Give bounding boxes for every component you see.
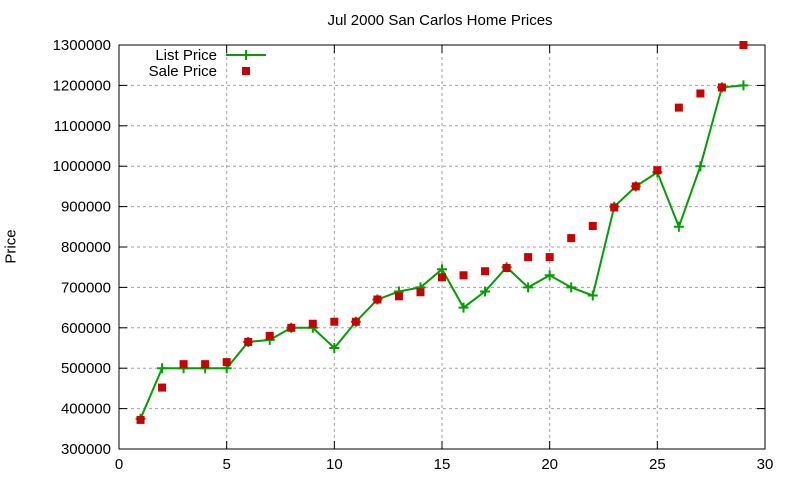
sale-price-point	[416, 288, 425, 297]
x-tick-label: 30	[757, 456, 774, 473]
sale-price-point	[739, 41, 748, 49]
list-price-point	[566, 282, 577, 293]
sale-price-point	[674, 103, 683, 112]
list-price-point	[544, 270, 555, 281]
sale-price-point	[653, 166, 662, 175]
x-tick-label: 20	[541, 456, 558, 473]
sale-price-point	[610, 203, 619, 212]
x-tick-label: 10	[326, 456, 343, 473]
list-price-point	[523, 282, 534, 293]
list-price-point	[738, 80, 749, 91]
y-tick-label: 900000	[61, 199, 111, 216]
sale-price-point	[481, 267, 490, 276]
sale-price-point	[222, 358, 231, 367]
legend-list-marker	[241, 50, 251, 60]
y-tick-label: 1300000	[53, 37, 111, 54]
sale-price-point	[438, 273, 446, 282]
sale-price-point	[201, 360, 210, 369]
sale-price-point	[308, 319, 317, 328]
y-tick-label: 300000	[61, 441, 111, 458]
sale-price-point	[394, 292, 403, 301]
legend-sale-marker	[242, 67, 250, 75]
list-price-point	[458, 302, 469, 313]
list-price-point	[157, 363, 168, 374]
y-tick-label: 400000	[61, 401, 111, 418]
x-tick-label: 15	[434, 456, 451, 473]
legend-label: List Price	[155, 47, 217, 64]
sale-price-point	[179, 360, 188, 369]
y-tick-label: 1100000	[54, 118, 111, 135]
list-price-point	[437, 264, 447, 275]
y-tick-label: 700000	[61, 279, 111, 296]
list-price-point	[587, 290, 598, 301]
sale-price-point	[136, 415, 145, 424]
y-tick-label: 1000000	[53, 158, 111, 175]
list-price-point	[480, 286, 491, 297]
sale-price-point	[631, 182, 640, 191]
sale-price-point	[265, 331, 274, 340]
sale-price-point	[351, 317, 360, 326]
x-tick-label: 25	[649, 456, 666, 473]
list-price-point	[695, 161, 706, 172]
sale-price-point	[588, 221, 597, 230]
sale-price-point	[244, 337, 253, 346]
plot-border	[118, 44, 766, 450]
sale-price-point	[158, 383, 167, 392]
sale-price-point	[717, 83, 726, 92]
sale-price-point	[502, 264, 511, 273]
list-price-point	[329, 343, 340, 353]
chart-title: Jul 2000 San Carlos Home Prices	[327, 12, 553, 29]
sale-price-point	[330, 317, 339, 326]
sale-price-point	[459, 271, 468, 280]
list-price-point	[673, 221, 684, 232]
sale-price-point	[373, 295, 382, 304]
sale-price-point	[696, 89, 705, 98]
legend-label: Sale Price	[149, 63, 217, 80]
x-tick-label: 0	[115, 456, 123, 473]
sale-price-point	[545, 253, 554, 262]
sale-price-point	[567, 234, 576, 243]
x-tick-label: 5	[222, 456, 230, 473]
sale-price-point	[524, 253, 533, 262]
y-tick-label: 600000	[61, 320, 111, 337]
sale-price-point	[287, 323, 296, 332]
y-tick-label: 500000	[61, 360, 111, 377]
y-tick-label: 1200000	[53, 77, 111, 94]
y-tick-label: 800000	[61, 239, 111, 256]
